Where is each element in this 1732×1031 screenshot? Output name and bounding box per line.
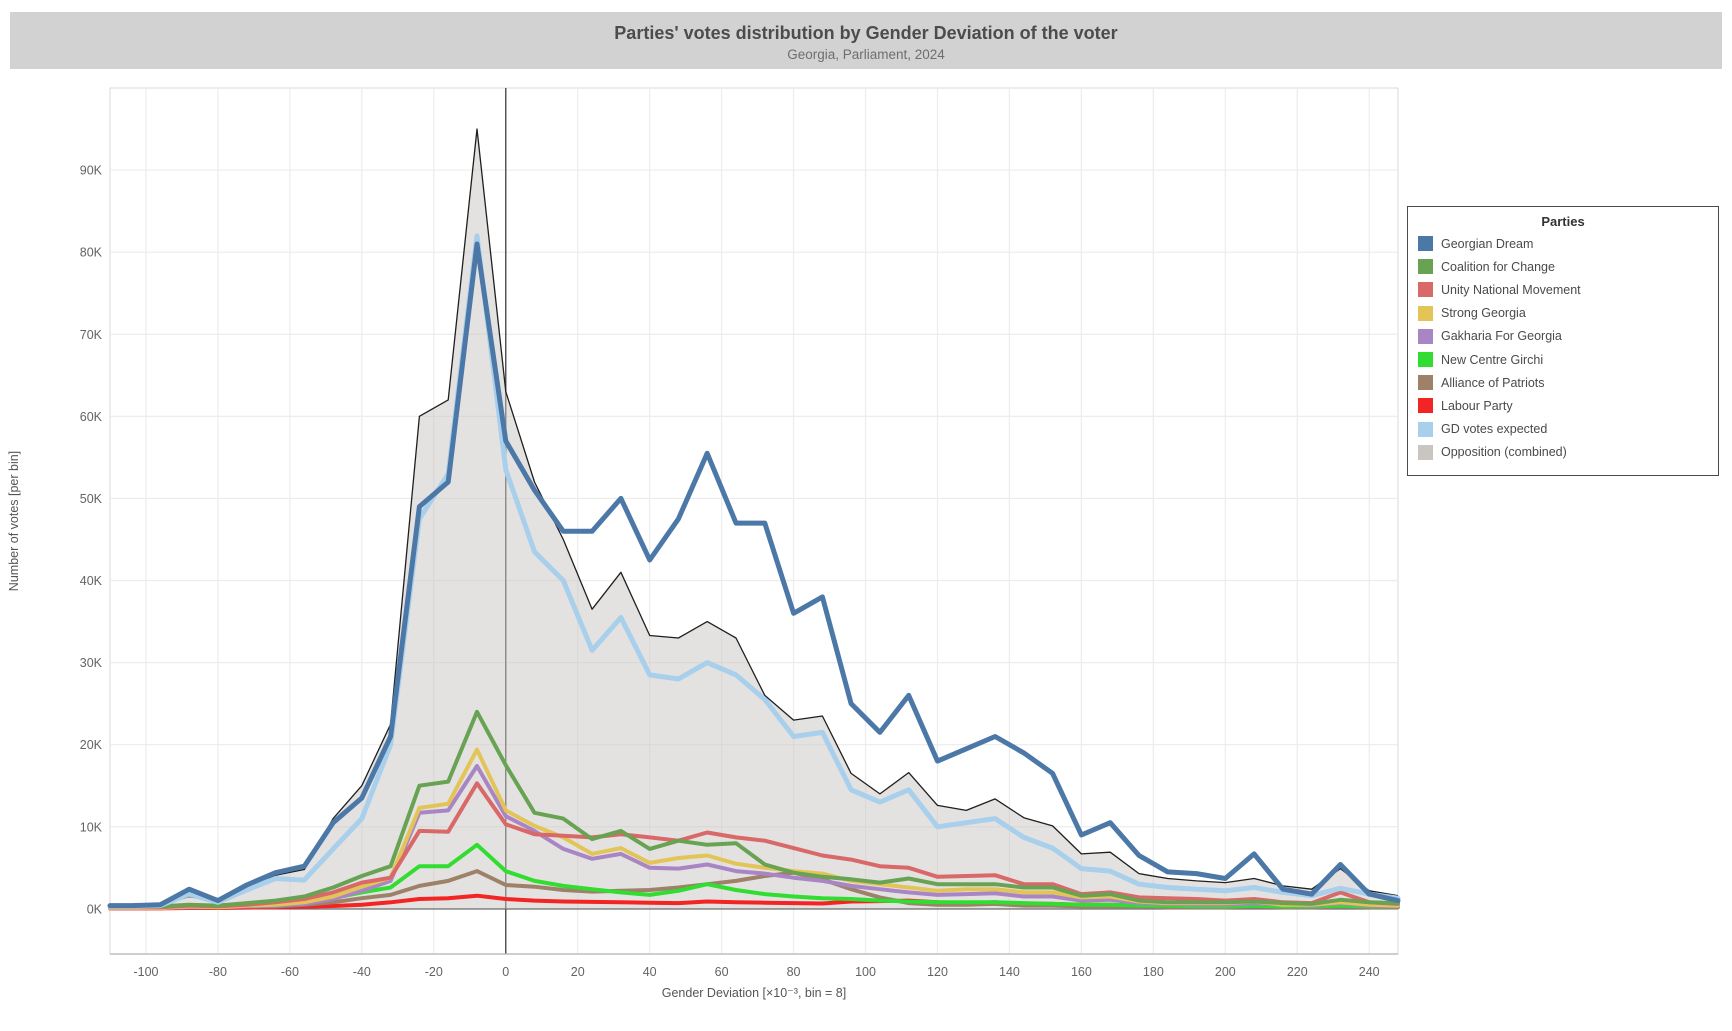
y-tick-label: 60K: [80, 410, 103, 424]
y-tick-label: 80K: [80, 246, 103, 260]
x-tick-label: -20: [425, 965, 443, 979]
legend-swatch-icon: [1418, 444, 1433, 460]
x-tick-label: 80: [787, 965, 801, 979]
series-line-georgian-dream: [107, 241, 1401, 909]
legend-item-label: Coalition for Change: [1441, 259, 1555, 274]
x-tick-label: 120: [927, 965, 948, 979]
x-tick-label: 60: [715, 965, 729, 979]
legend-item-label: GD votes expected: [1441, 422, 1548, 437]
y-tick-label: 50K: [80, 492, 103, 506]
legend-swatch-icon: [1418, 328, 1433, 344]
legend-item-gakharia-for-georgia[interactable]: Gakharia For Georgia: [1418, 325, 1708, 348]
legend-swatch-icon: [1418, 352, 1433, 368]
x-tick-label: 140: [999, 965, 1020, 979]
x-tick-label: -60: [281, 965, 299, 979]
legend-swatch-icon: [1418, 375, 1433, 391]
series-line-gd-votes-expected: [107, 233, 1401, 909]
y-tick-label: 10K: [80, 820, 103, 834]
x-tick-label: -80: [209, 965, 227, 979]
chart-subtitle: Georgia, Parliament, 2024: [787, 47, 945, 62]
legend-item-label: Alliance of Patriots: [1441, 375, 1545, 390]
legend-swatch-icon: [1418, 398, 1433, 414]
y-tick-label: 20K: [80, 738, 103, 752]
legend-swatch-icon: [1418, 282, 1433, 298]
x-tick-label: 40: [643, 965, 657, 979]
series-line-coalition-for-change: [108, 709, 1400, 909]
legend-item-labour-party[interactable]: Labour Party: [1418, 394, 1708, 417]
x-tick-label: -100: [133, 965, 158, 979]
x-tick-label: 180: [1143, 965, 1164, 979]
x-tick-label: -40: [353, 965, 371, 979]
legend-item-coalition-for-change[interactable]: Coalition for Change: [1418, 255, 1708, 278]
y-tick-label: 30K: [80, 656, 103, 670]
y-tick-label: 90K: [80, 164, 103, 178]
series-line-unity-national-movement: [108, 781, 1400, 910]
legend-item-label: Gakharia For Georgia: [1441, 329, 1562, 344]
y-axis-title: Number of votes [per bin]: [7, 450, 21, 592]
y-tick-label: 70K: [80, 328, 103, 342]
x-tick-label: 220: [1287, 965, 1308, 979]
x-tick-label: 160: [1071, 965, 1092, 979]
title-bar: Parties' votes distribution by Gender De…: [10, 12, 1722, 69]
legend-item-label: Georgian Dream: [1441, 236, 1534, 251]
y-tick-label: 0K: [87, 902, 103, 916]
legend-item-alliance-of-patriots[interactable]: Alliance of Patriots: [1418, 371, 1708, 394]
legend-swatch-icon: [1418, 236, 1433, 252]
y-tick-label: 40K: [80, 574, 103, 588]
x-tick-label: 20: [571, 965, 585, 979]
legend-item-unity-national-movement[interactable]: Unity National Movement: [1418, 278, 1708, 301]
legend-item-label: Strong Georgia: [1441, 306, 1526, 321]
chart-title: Parties' votes distribution by Gender De…: [614, 23, 1118, 43]
series-area-opposition-combined: [110, 129, 1398, 909]
x-axis-title: Gender Deviation [×10⁻³, bin = 8]: [661, 986, 847, 1000]
legend-swatch-icon: [1418, 259, 1433, 275]
legend-items: Georgian Dream Coalition for Change Unity …: [1418, 232, 1708, 464]
legend: Parties Georgian Dream Coalition for Chan…: [1407, 206, 1719, 476]
legend-item-strong-georgia[interactable]: Strong Georgia: [1418, 302, 1708, 325]
legend-item-label: Labour Party: [1441, 398, 1513, 413]
legend-item-label: Unity National Movement: [1441, 282, 1581, 297]
legend-item-new-centre-girchi[interactable]: New Centre Girchi: [1418, 348, 1708, 371]
legend-title: Parties: [1541, 214, 1585, 229]
x-tick-label: 200: [1215, 965, 1236, 979]
legend-item-georgian-dream[interactable]: Georgian Dream: [1418, 232, 1708, 255]
legend-item-gd-votes-expected[interactable]: GD votes expected: [1418, 418, 1708, 441]
legend-item-opposition-combined[interactable]: Opposition (combined): [1418, 441, 1708, 464]
legend-item-label: New Centre Girchi: [1441, 352, 1544, 367]
x-tick-label: 240: [1359, 965, 1380, 979]
legend-swatch-icon: [1418, 421, 1433, 437]
legend-swatch-icon: [1418, 305, 1433, 321]
x-tick-label: 0: [502, 965, 509, 979]
x-tick-label: 100: [855, 965, 876, 979]
legend-item-label: Opposition (combined): [1441, 445, 1567, 460]
